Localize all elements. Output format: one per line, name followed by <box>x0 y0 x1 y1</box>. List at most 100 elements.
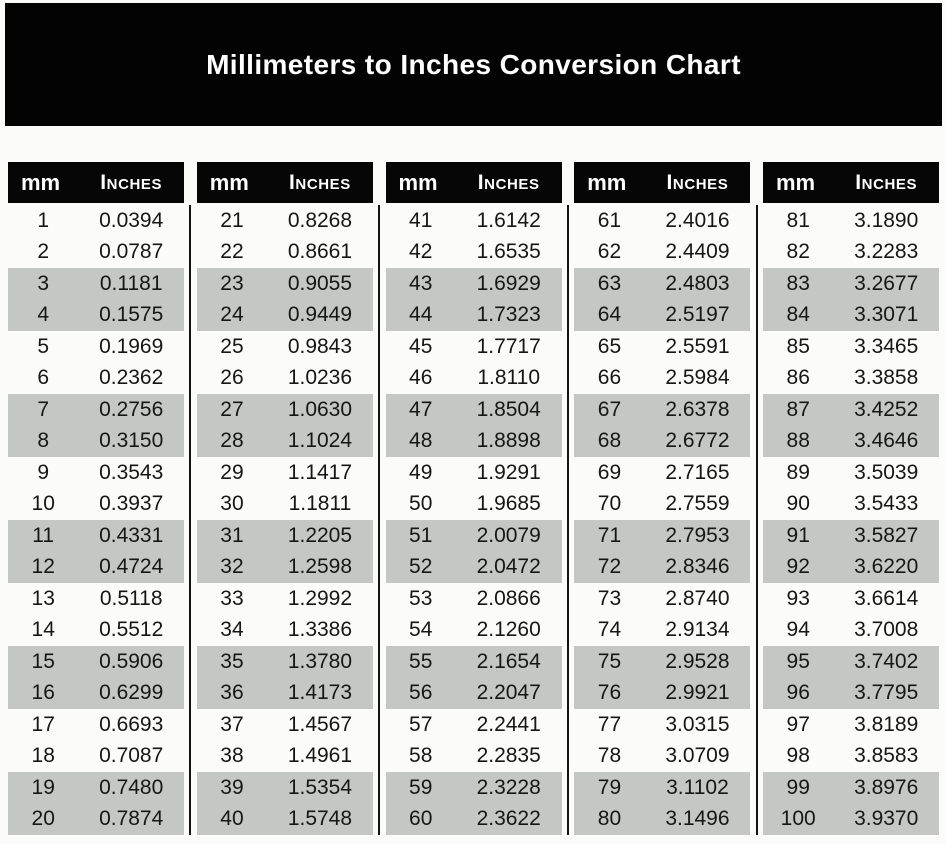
inches-value: 0.2756 <box>99 397 164 421</box>
table-row: 19 0.7480 <box>8 772 184 804</box>
inches-value: 2.5984 <box>665 366 730 390</box>
inches-value: 0.9055 <box>287 271 353 295</box>
table-row: 70 2.7559 <box>574 489 750 521</box>
mm-value: 99 <box>786 775 810 799</box>
table-row: 65 2.5591 <box>574 331 750 363</box>
mm-value: 5 <box>37 334 50 358</box>
table-row: 96 3.7795 <box>763 677 939 709</box>
inches-value: 2.0472 <box>476 555 541 579</box>
inches-value: 2.3622 <box>476 807 541 831</box>
table-row: 24 0.9449 <box>196 299 373 331</box>
mm-value: 69 <box>597 460 622 484</box>
table-row: 41 1.6142 <box>386 205 562 237</box>
mm-value: 49 <box>409 460 433 484</box>
table-separator <box>755 205 758 835</box>
mm-value: 8 <box>37 429 50 453</box>
mm-value: 29 <box>220 460 244 484</box>
table-row: 53 2.0866 <box>386 583 562 615</box>
mm-value: 53 <box>409 586 433 610</box>
mm-value: 16 <box>31 681 55 705</box>
table-row: 44 1.7323 <box>385 299 562 331</box>
mm-value: 89 <box>786 460 810 484</box>
table-row: 21 0.8268 <box>197 205 373 237</box>
mm-value: 74 <box>597 618 622 642</box>
mm-value: 58 <box>409 744 433 768</box>
inches-value: 0.4724 <box>99 555 164 579</box>
mm-value: 80 <box>597 807 622 831</box>
mm-value: 57 <box>409 712 433 736</box>
inches-value: 1.2598 <box>287 555 353 579</box>
inches-value: 1.1024 <box>287 429 353 453</box>
inches-value: 3.1496 <box>665 807 730 831</box>
mm-value: 2 <box>37 240 50 264</box>
inches-value: 3.7402 <box>854 649 919 673</box>
table-row: 36 1.4173 <box>196 677 373 709</box>
mm-value: 64 <box>597 303 622 327</box>
inches-value: 0.9843 <box>287 334 353 358</box>
table-row: 88 3.4646 <box>763 425 939 457</box>
inches-value: 3.3465 <box>854 334 919 358</box>
inches-value: 0.4331 <box>99 523 164 547</box>
table-row: 42 1.6535 <box>386 237 562 269</box>
table-row: 84 3.3071 <box>763 299 939 331</box>
mm-column-header: mm <box>398 169 438 195</box>
inches-column-header: Inches <box>666 170 729 194</box>
mm-value: 40 <box>220 807 244 831</box>
mm-value: 39 <box>220 775 244 799</box>
mm-value: 44 <box>409 303 433 327</box>
mm-value: 77 <box>597 712 622 736</box>
mm-value: 52 <box>409 555 433 579</box>
inches-value: 3.3858 <box>854 366 919 390</box>
inches-value: 1.1417 <box>287 460 353 484</box>
table-row: 51 2.0079 <box>385 520 562 552</box>
mm-value: 51 <box>409 523 433 547</box>
mm-value: 28 <box>220 429 244 453</box>
table-row: 73 2.8740 <box>574 583 750 615</box>
inches-column-header: Inches <box>855 170 918 194</box>
table-row: 92 3.6220 <box>763 551 939 583</box>
inches-column-header: Inches <box>477 170 540 194</box>
table-row: 38 1.4961 <box>197 741 373 773</box>
inches-value: 2.7559 <box>665 492 730 516</box>
table-row: 31 1.2205 <box>196 520 373 552</box>
table-row: 11 0.4331 <box>8 520 184 552</box>
mm-value: 20 <box>31 807 55 831</box>
mm-value: 21 <box>220 208 244 232</box>
mm-value: 33 <box>220 586 244 610</box>
table-row: 86 3.3858 <box>763 363 939 395</box>
inches-value: 0.1969 <box>99 334 164 358</box>
inches-value: 1.9685 <box>476 492 541 516</box>
mm-value: 6 <box>37 366 50 390</box>
inches-value: 2.0866 <box>476 586 541 610</box>
table-separator <box>378 205 381 835</box>
inches-value: 2.7953 <box>665 523 730 547</box>
table-row: 75 2.9528 <box>574 646 751 678</box>
inches-value: 3.7008 <box>854 618 919 642</box>
mm-value: 31 <box>220 523 244 547</box>
table-row: 99 3.8976 <box>763 772 939 804</box>
table-row: 89 3.5039 <box>763 457 939 489</box>
inches-value: 1.6535 <box>476 240 541 264</box>
table-row: 63 2.4803 <box>574 268 751 300</box>
mm-value: 63 <box>597 271 622 295</box>
inches-value: 2.5197 <box>665 303 730 327</box>
table-row: 40 1.5748 <box>196 803 373 835</box>
inches-value: 3.1102 <box>666 775 729 799</box>
inches-value: 1.3780 <box>287 649 353 673</box>
table-row: 15 0.5906 <box>8 646 184 678</box>
table-row: 66 2.5984 <box>574 363 750 395</box>
table-row: 32 1.2598 <box>196 551 373 583</box>
mm-column-header: mm <box>587 169 627 195</box>
table-row: 74 2.9134 <box>574 615 750 647</box>
conversion-table: mm Inches 1 0.0394 2 0.0787 3 0.1181 4 0.1575 5 0.1… <box>8 162 184 835</box>
conversion-table: mm Inches 61 2.4016 62 2.4409 63 2.4803 64 2.5197… <box>574 162 751 835</box>
mm-value: 41 <box>409 208 433 232</box>
mm-value: 36 <box>220 681 244 705</box>
inches-value: 1.7717 <box>476 334 541 358</box>
table-row: 78 3.0709 <box>574 741 750 773</box>
table-row: 68 2.6772 <box>574 425 751 457</box>
inches-value: 2.4016 <box>665 208 730 232</box>
inches-value: 0.7480 <box>99 775 164 799</box>
inches-value: 1.0236 <box>287 366 353 390</box>
table-row: 72 2.8346 <box>574 551 751 583</box>
